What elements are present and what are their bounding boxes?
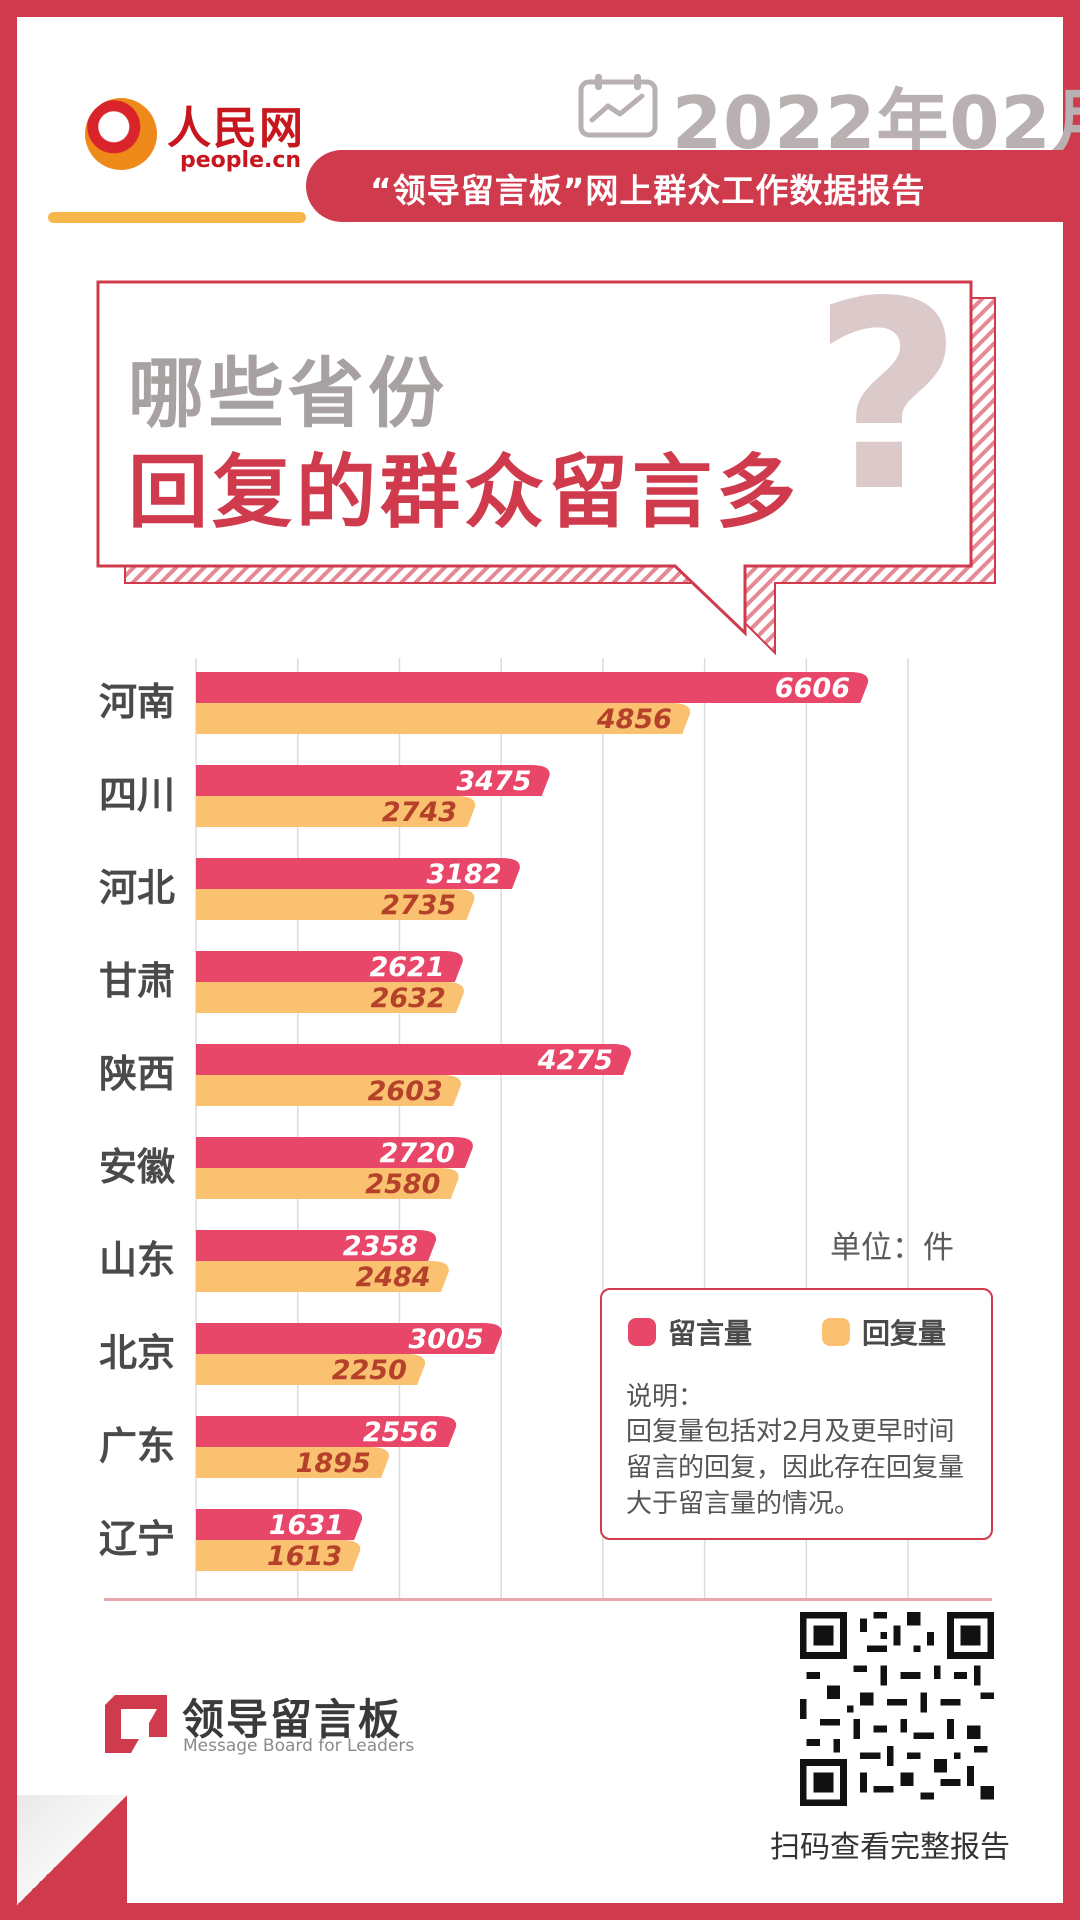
legend-label-replies: 回复量 bbox=[862, 1317, 947, 1350]
category-label: 山东 bbox=[99, 1238, 175, 1282]
legend-box: 留言量 回复量 说明： 回复量包括对2月及更早时间留言的回复，因此存在回复量大于… bbox=[600, 1288, 993, 1540]
data-label-replies: 4856 bbox=[596, 704, 672, 735]
qr-caption: 扫码查看完整报告 bbox=[770, 1830, 1010, 1865]
data-label-messages: 2621 bbox=[369, 952, 444, 983]
brand-english-name: Message Board for Leaders bbox=[183, 1736, 415, 1756]
category-label: 北京 bbox=[99, 1331, 175, 1375]
bar-messages bbox=[196, 1416, 457, 1447]
message-board-logo-icon bbox=[105, 1695, 167, 1753]
category-label: 广东 bbox=[99, 1424, 175, 1468]
legend-swatch-replies bbox=[822, 1318, 850, 1346]
bar-messages bbox=[196, 1137, 473, 1168]
bar-replies bbox=[196, 796, 476, 827]
category-label: 甘肃 bbox=[99, 959, 175, 1003]
headline-line-1: 哪些省份 bbox=[128, 349, 448, 438]
data-label-replies: 2735 bbox=[381, 890, 456, 921]
headline-line-2: 回复的群众留言多 bbox=[128, 446, 800, 539]
data-label-messages: 4275 bbox=[537, 1045, 613, 1076]
qr-code[interactable] bbox=[800, 1612, 994, 1806]
bar-replies bbox=[196, 1261, 449, 1292]
bar-replies bbox=[196, 1075, 461, 1106]
data-label-replies: 1895 bbox=[296, 1448, 371, 1479]
report-title-band bbox=[306, 150, 1066, 222]
legend-item-replies: 回复量 bbox=[822, 1312, 946, 1352]
bar-messages bbox=[196, 951, 463, 982]
bar-replies bbox=[196, 1354, 426, 1385]
bar-messages bbox=[196, 672, 869, 703]
calendar-chart-icon bbox=[578, 74, 658, 138]
accent-line bbox=[48, 212, 306, 223]
bar-replies bbox=[196, 889, 475, 920]
bar-messages bbox=[196, 765, 550, 796]
data-label-replies: 2632 bbox=[371, 983, 446, 1014]
logo-chinese-text: 人民网 bbox=[167, 103, 305, 154]
legend-item-messages: 留言量 bbox=[628, 1312, 752, 1352]
bar-replies bbox=[196, 1540, 361, 1571]
brand-name: 领导留言板 bbox=[182, 1695, 403, 1744]
category-label: 辽宁 bbox=[99, 1517, 175, 1561]
speech-bubble bbox=[96, 280, 996, 656]
data-label-messages: 1631 bbox=[269, 1510, 344, 1541]
legend-label-messages: 留言量 bbox=[668, 1317, 753, 1350]
bar-messages bbox=[196, 858, 520, 889]
category-label: 安徽 bbox=[99, 1145, 176, 1189]
data-label-replies: 2603 bbox=[368, 1076, 443, 1107]
data-label-messages: 3182 bbox=[427, 859, 502, 890]
data-label-replies: 1613 bbox=[267, 1541, 342, 1572]
data-label-messages: 2556 bbox=[363, 1417, 438, 1448]
data-label-messages: 2720 bbox=[380, 1138, 455, 1169]
logo-swirl-icon bbox=[85, 98, 157, 170]
category-label: 陕西 bbox=[99, 1052, 175, 1096]
bar-replies bbox=[196, 982, 464, 1013]
bar-replies bbox=[196, 1168, 459, 1199]
bar-messages bbox=[196, 1044, 632, 1075]
unit-label: 单位：件 bbox=[830, 1230, 954, 1266]
note-text: 回复量包括对2月及更早时间留言的回复，因此存在回复量大于留言量的情况。 bbox=[626, 1417, 965, 1519]
page-corner-fold bbox=[17, 1795, 127, 1905]
bar-replies bbox=[196, 1447, 389, 1478]
data-label-messages: 3475 bbox=[456, 766, 531, 797]
bar-replies bbox=[196, 703, 691, 734]
data-label-replies: 2484 bbox=[356, 1262, 431, 1293]
category-label: 河北 bbox=[99, 866, 175, 910]
note-title: 说明： bbox=[626, 1382, 705, 1412]
logo-english-text: people.cn bbox=[180, 148, 302, 173]
data-label-messages: 6606 bbox=[775, 673, 850, 704]
data-label-messages: 2358 bbox=[343, 1231, 418, 1262]
data-label-replies: 2743 bbox=[382, 797, 457, 828]
people-cn-logo: 人民网 people.cn bbox=[85, 92, 315, 182]
bar-messages bbox=[196, 1230, 437, 1261]
legend-swatch-messages bbox=[628, 1318, 656, 1346]
data-label-replies: 2250 bbox=[332, 1355, 407, 1386]
footer-divider bbox=[104, 1598, 992, 1601]
question-mark-icon: ? bbox=[812, 247, 963, 549]
bar-messages bbox=[196, 1323, 502, 1354]
bar-messages bbox=[196, 1509, 363, 1540]
data-label-replies: 2580 bbox=[365, 1169, 440, 1200]
category-label: 河南 bbox=[99, 680, 175, 724]
category-label: 四川 bbox=[99, 773, 175, 817]
data-label-messages: 3005 bbox=[409, 1324, 484, 1355]
report-title: “领导留言板”网上群众工作数据报告 bbox=[370, 171, 926, 210]
